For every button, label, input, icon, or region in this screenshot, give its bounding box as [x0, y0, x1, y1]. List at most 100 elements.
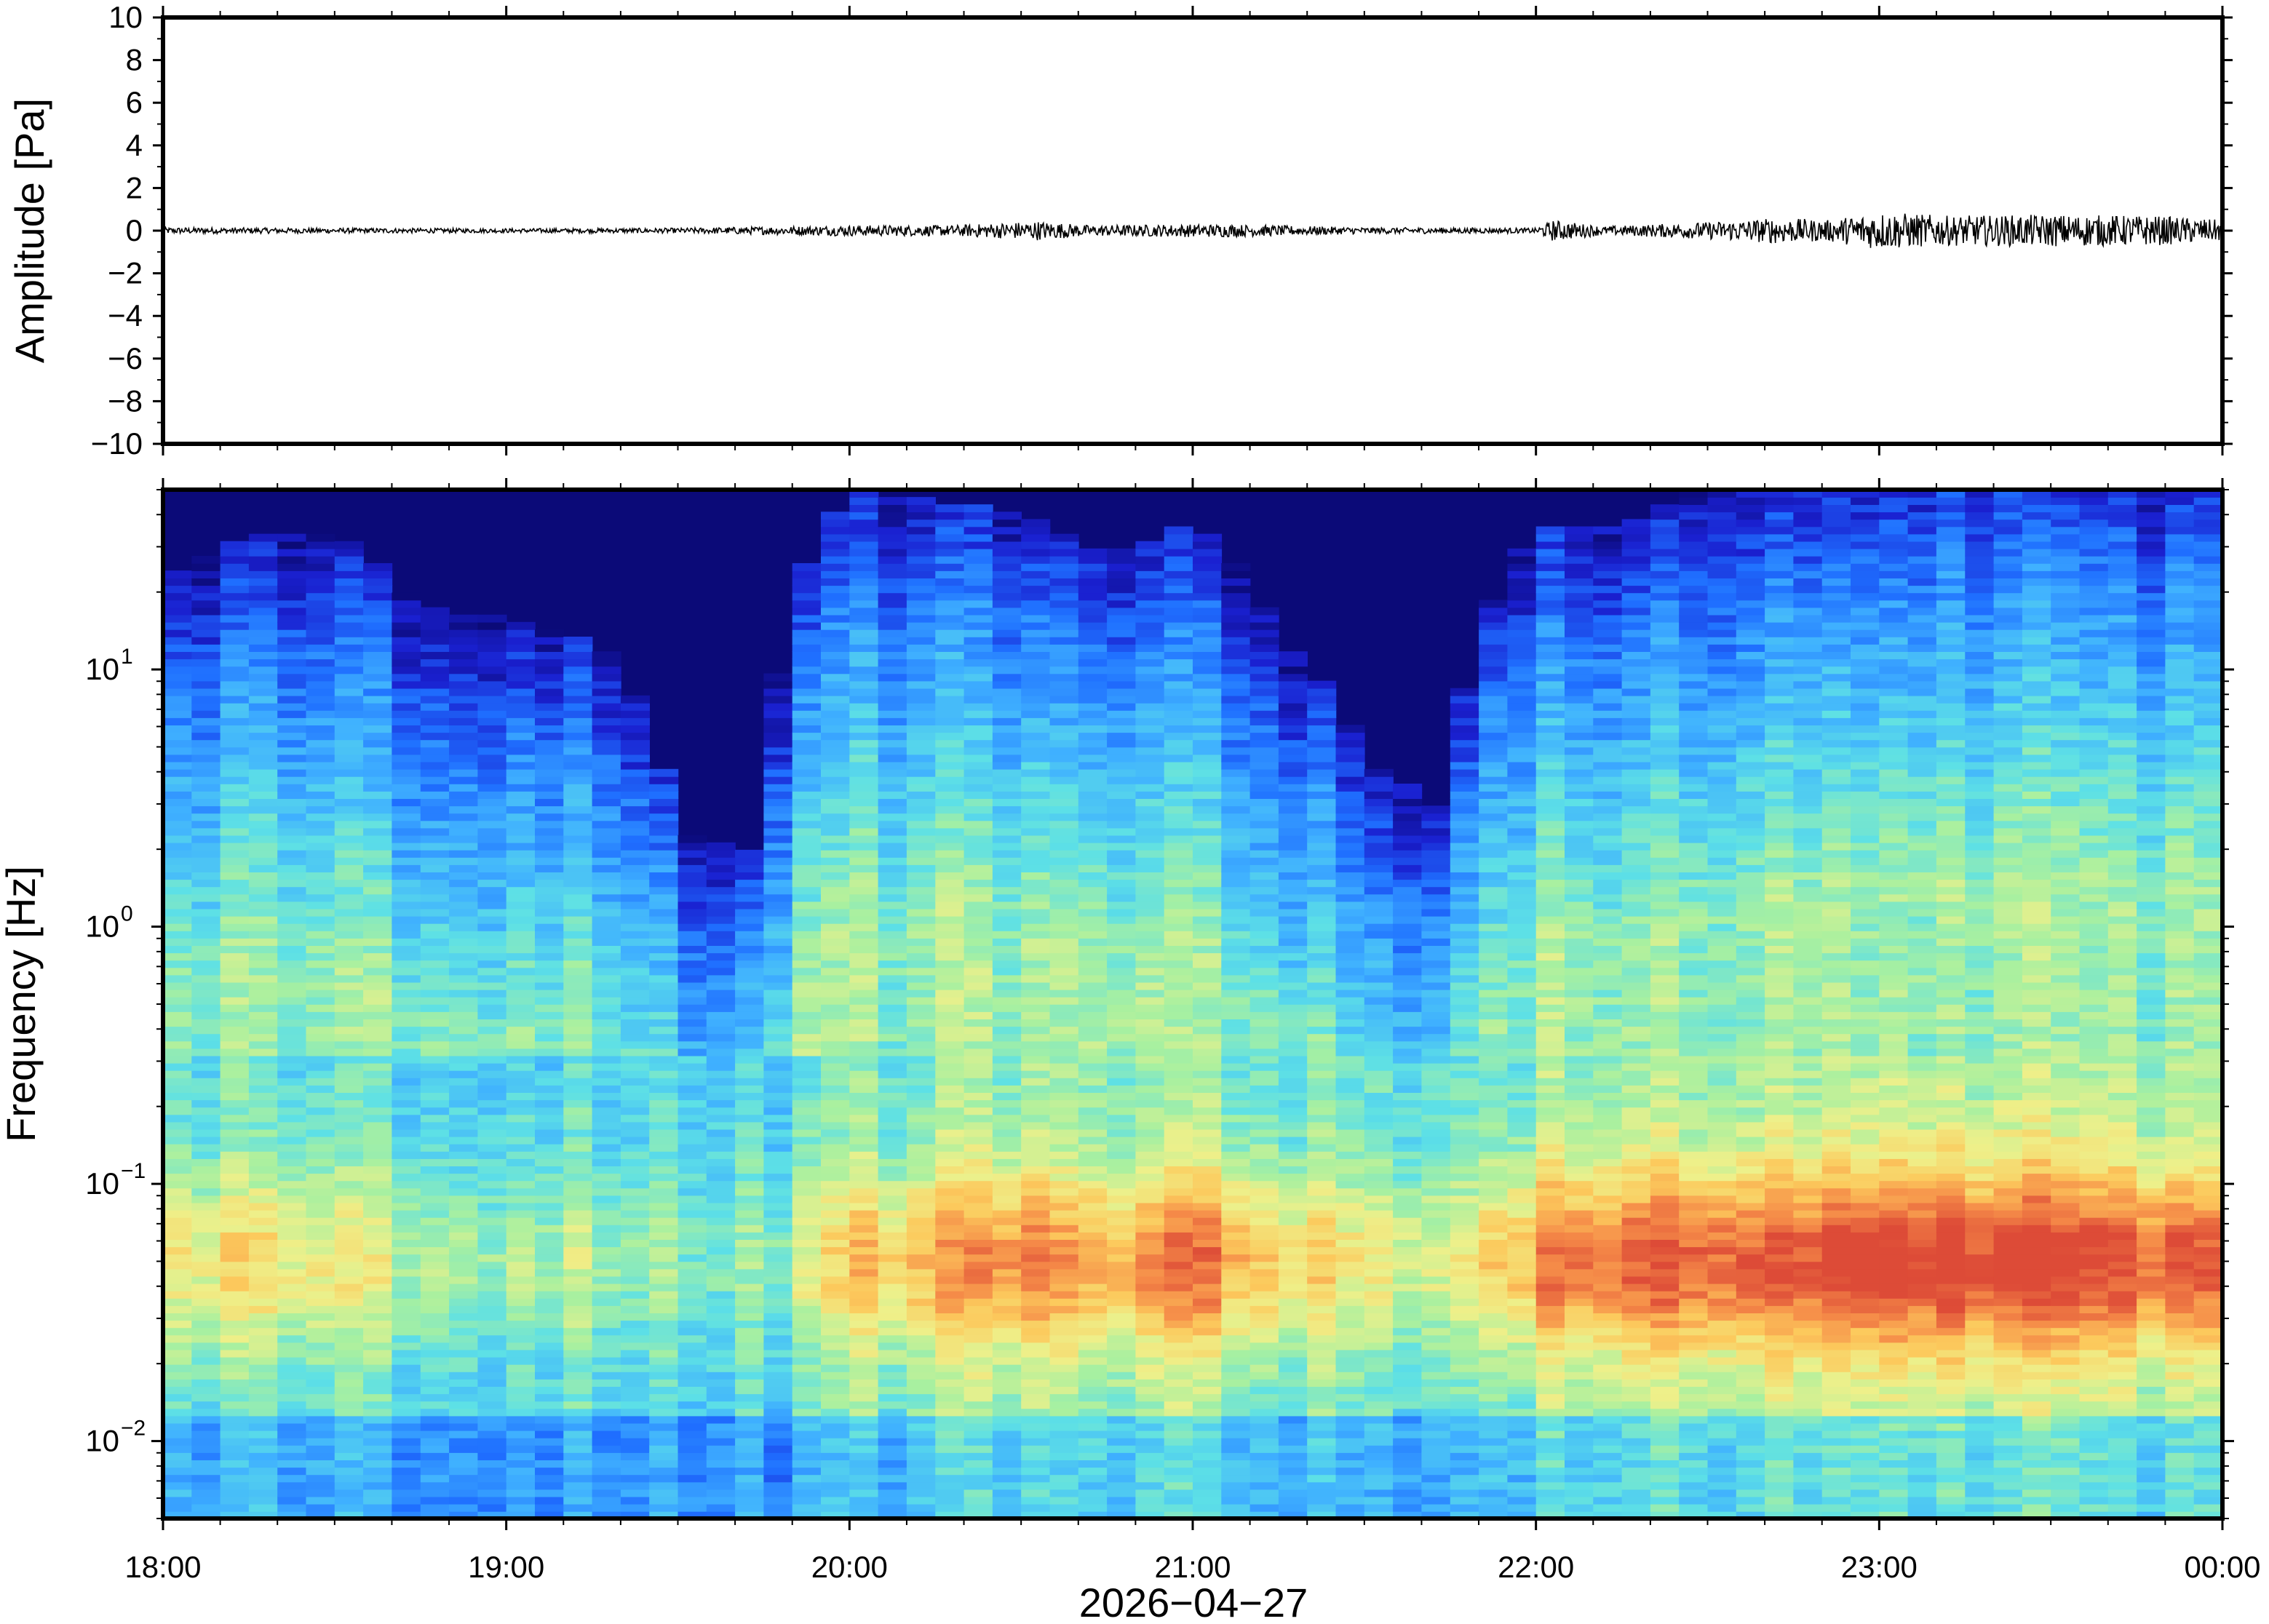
spectrogram-cell [849, 1011, 879, 1019]
spectrogram-cell [935, 621, 965, 630]
spectrogram-cell [477, 989, 507, 998]
spectrogram-cell [1021, 585, 1051, 594]
spectrogram-cell [1193, 680, 1223, 689]
spectrogram-cell [1221, 960, 1251, 968]
spectrogram-cell [392, 864, 421, 872]
spectrogram-cell [363, 1349, 393, 1358]
spectrogram-cell [1221, 680, 1251, 689]
spectrogram-cell [963, 1011, 993, 1019]
spectrogram-cell [1221, 1290, 1251, 1299]
spectrogram-cell [649, 1467, 679, 1476]
spectrogram-cell [1021, 1055, 1051, 1064]
spectrogram-cell [277, 879, 307, 888]
spectrogram-cell [1193, 1143, 1223, 1152]
spectrogram-cell [477, 952, 507, 961]
spectrogram-cell [392, 901, 421, 909]
spectrogram-cell [334, 592, 364, 601]
spectrogram-cell [163, 893, 193, 902]
spectrogram-cell [1078, 820, 1108, 829]
spectrogram-cell [449, 651, 479, 660]
spectrogram-cell [191, 1342, 221, 1350]
spectrogram-cell [334, 1364, 364, 1372]
spectrogram-cell [1078, 1393, 1108, 1402]
spectrogram-cell [1164, 739, 1193, 748]
spectrogram-cell [706, 952, 736, 961]
spectrogram-cell [992, 1408, 1022, 1417]
spectrogram-cell [677, 1372, 707, 1380]
spectrogram-cell [1135, 1078, 1165, 1086]
spectrogram-cell [506, 1180, 536, 1189]
spectrogram-cell [935, 923, 965, 931]
spectrogram-cell [1107, 1107, 1137, 1115]
spectrogram-cell [592, 791, 621, 799]
spectrogram-cell [735, 1356, 765, 1365]
spectrogram-cell [592, 1166, 621, 1174]
spectrogram-cell [1107, 1379, 1137, 1387]
spectrogram-cell [620, 1062, 650, 1071]
spectrogram-cell [1049, 960, 1079, 968]
spectrogram-cell [592, 1290, 621, 1299]
spectrogram-cell [563, 1415, 593, 1424]
spectrogram-cell [649, 1232, 679, 1240]
spectrogram-cell [1221, 1510, 1251, 1518]
spectrogram-cell [248, 1503, 278, 1512]
spectrogram-cell [1107, 982, 1137, 990]
spectrogram-cell [477, 1048, 507, 1056]
spectrogram-cell [1078, 768, 1108, 777]
spectrogram-cell [620, 717, 650, 725]
spectrogram-cell [1021, 1070, 1051, 1078]
spectrogram-cell [620, 1033, 650, 1042]
spectrogram-cell [334, 1114, 364, 1123]
spectrogram-cell [963, 1349, 993, 1358]
spectrogram-cell [420, 1195, 450, 1203]
spectrogram-cell [1135, 1452, 1165, 1460]
spectrogram-cell [763, 1026, 793, 1035]
spectrogram-cell [163, 761, 193, 770]
spectrogram-cell [506, 1055, 536, 1064]
spectrogram-cell [849, 732, 879, 741]
spectrogram-cell [334, 872, 364, 880]
spectrogram-cell [392, 908, 421, 917]
spectrogram-cell [191, 1239, 221, 1248]
spectrogram-cell [620, 1158, 650, 1166]
spectrogram-cell [963, 658, 993, 667]
spectrogram-cell [277, 666, 307, 674]
spectrogram-cell [334, 621, 364, 630]
spectrogram-cell [992, 996, 1022, 1005]
spectrogram-cell [849, 512, 879, 520]
spectrogram-cell [1221, 570, 1251, 578]
spectrogram-cell [392, 739, 421, 748]
spectrogram-cell [1135, 1173, 1165, 1182]
spectrogram-cell [992, 938, 1022, 946]
spectrogram-cell [878, 1121, 907, 1130]
spectrogram-cell [792, 666, 822, 674]
spectrogram-cell [735, 1202, 765, 1211]
spectrogram-cell [677, 1327, 707, 1336]
spectrogram-cell [334, 849, 364, 858]
spectrogram-cell [392, 1209, 421, 1218]
spectrogram-cell [535, 1268, 565, 1277]
spectrogram-cell [163, 1268, 193, 1277]
spectrogram-cell [191, 1356, 221, 1365]
spectrogram-cell [306, 1026, 335, 1035]
spectrogram-cell [1107, 1019, 1137, 1027]
spectrogram-cell [363, 923, 393, 931]
spectrogram-cell [592, 717, 621, 725]
spectrogram-cell [620, 857, 650, 865]
spectrogram-cell [1078, 717, 1108, 725]
spectrogram-cell [563, 732, 593, 741]
spectrogram-cell [1107, 717, 1137, 725]
spectrogram-cell [477, 1246, 507, 1255]
spectrogram-cell [592, 1254, 621, 1262]
spectrogram-cell [1021, 945, 1051, 954]
spectrogram-cell [735, 1187, 765, 1196]
spectrogram-cell [191, 798, 221, 807]
spectrogram-cell [1107, 827, 1137, 836]
spectrogram-cell [248, 1349, 278, 1358]
spectrogram-cell [506, 857, 536, 865]
spectrogram-cell [1049, 908, 1079, 917]
spectrogram-cell [1249, 1195, 1279, 1203]
spectrogram-cell [849, 1099, 879, 1108]
spectrogram-cell [592, 1261, 621, 1270]
spectrogram-cell [1135, 1070, 1165, 1078]
